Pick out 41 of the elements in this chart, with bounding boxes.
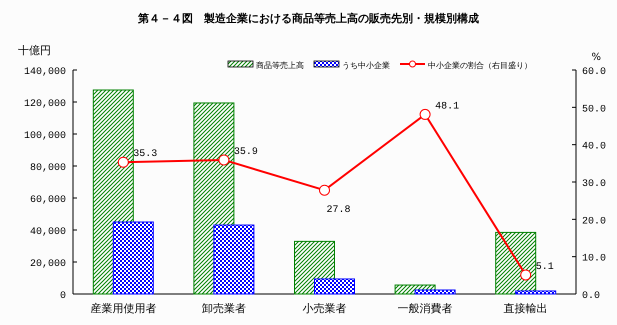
- y-tick-label: 60,000: [30, 195, 66, 206]
- y-tick-label: 0: [60, 291, 66, 302]
- data-label: 5.1: [536, 262, 554, 273]
- x-tick-label: 産業用使用者: [90, 302, 156, 315]
- y2-tick-label: 60.0: [582, 67, 606, 78]
- y-tick-label: 20,000: [30, 259, 66, 270]
- point: [520, 269, 532, 280]
- y-tick-label: 120,000: [24, 99, 66, 110]
- bar: [314, 278, 355, 294]
- point: [218, 154, 230, 166]
- bar: [112, 222, 154, 294]
- y2-tick-label: 20.0: [582, 216, 606, 228]
- x-tick-label: 直接輸出: [504, 302, 548, 315]
- x-tick-label: 卸売業者: [202, 302, 246, 315]
- x-tick-label: 一般消費者: [398, 302, 453, 315]
- bar: [414, 290, 456, 294]
- data-label: 35.9: [234, 146, 258, 158]
- bar: [213, 224, 254, 294]
- y2-tick-label: 50.0: [582, 104, 606, 116]
- y-axis-title: 十億円: [18, 44, 51, 57]
- data-label: 48.1: [435, 101, 460, 112]
- y-tick-label: 140,000: [24, 67, 66, 78]
- y-tick-label: 40,000: [30, 227, 66, 238]
- y2-tick-label: 30.0: [582, 179, 606, 190]
- data-label: 27.8: [326, 205, 351, 216]
- y2-tick-label: 40.0: [582, 142, 606, 153]
- y-tick-label: 100,000: [24, 131, 66, 142]
- y-tick-label: 80,000: [30, 163, 66, 174]
- point: [118, 156, 129, 168]
- point: [420, 108, 431, 120]
- y2-tick-label: 0.0: [582, 291, 600, 302]
- y2-tick-label: 10.0: [582, 254, 606, 265]
- point: [319, 184, 330, 196]
- legend-label: 商品等売上高: [256, 61, 304, 70]
- data-label: 35.3: [133, 149, 158, 160]
- y2-axis-title: %: [591, 52, 601, 63]
- legend-label: うち中小企業: [342, 61, 390, 70]
- legend-label: 中小企業の割合（右目盛り）: [428, 61, 532, 70]
- bar: [515, 290, 556, 294]
- x-tick-label: 小売業者: [302, 302, 346, 315]
- chart-title: 第４－４図 製造企業における商品等売上高の販売先別・規模別構成: [137, 12, 479, 25]
